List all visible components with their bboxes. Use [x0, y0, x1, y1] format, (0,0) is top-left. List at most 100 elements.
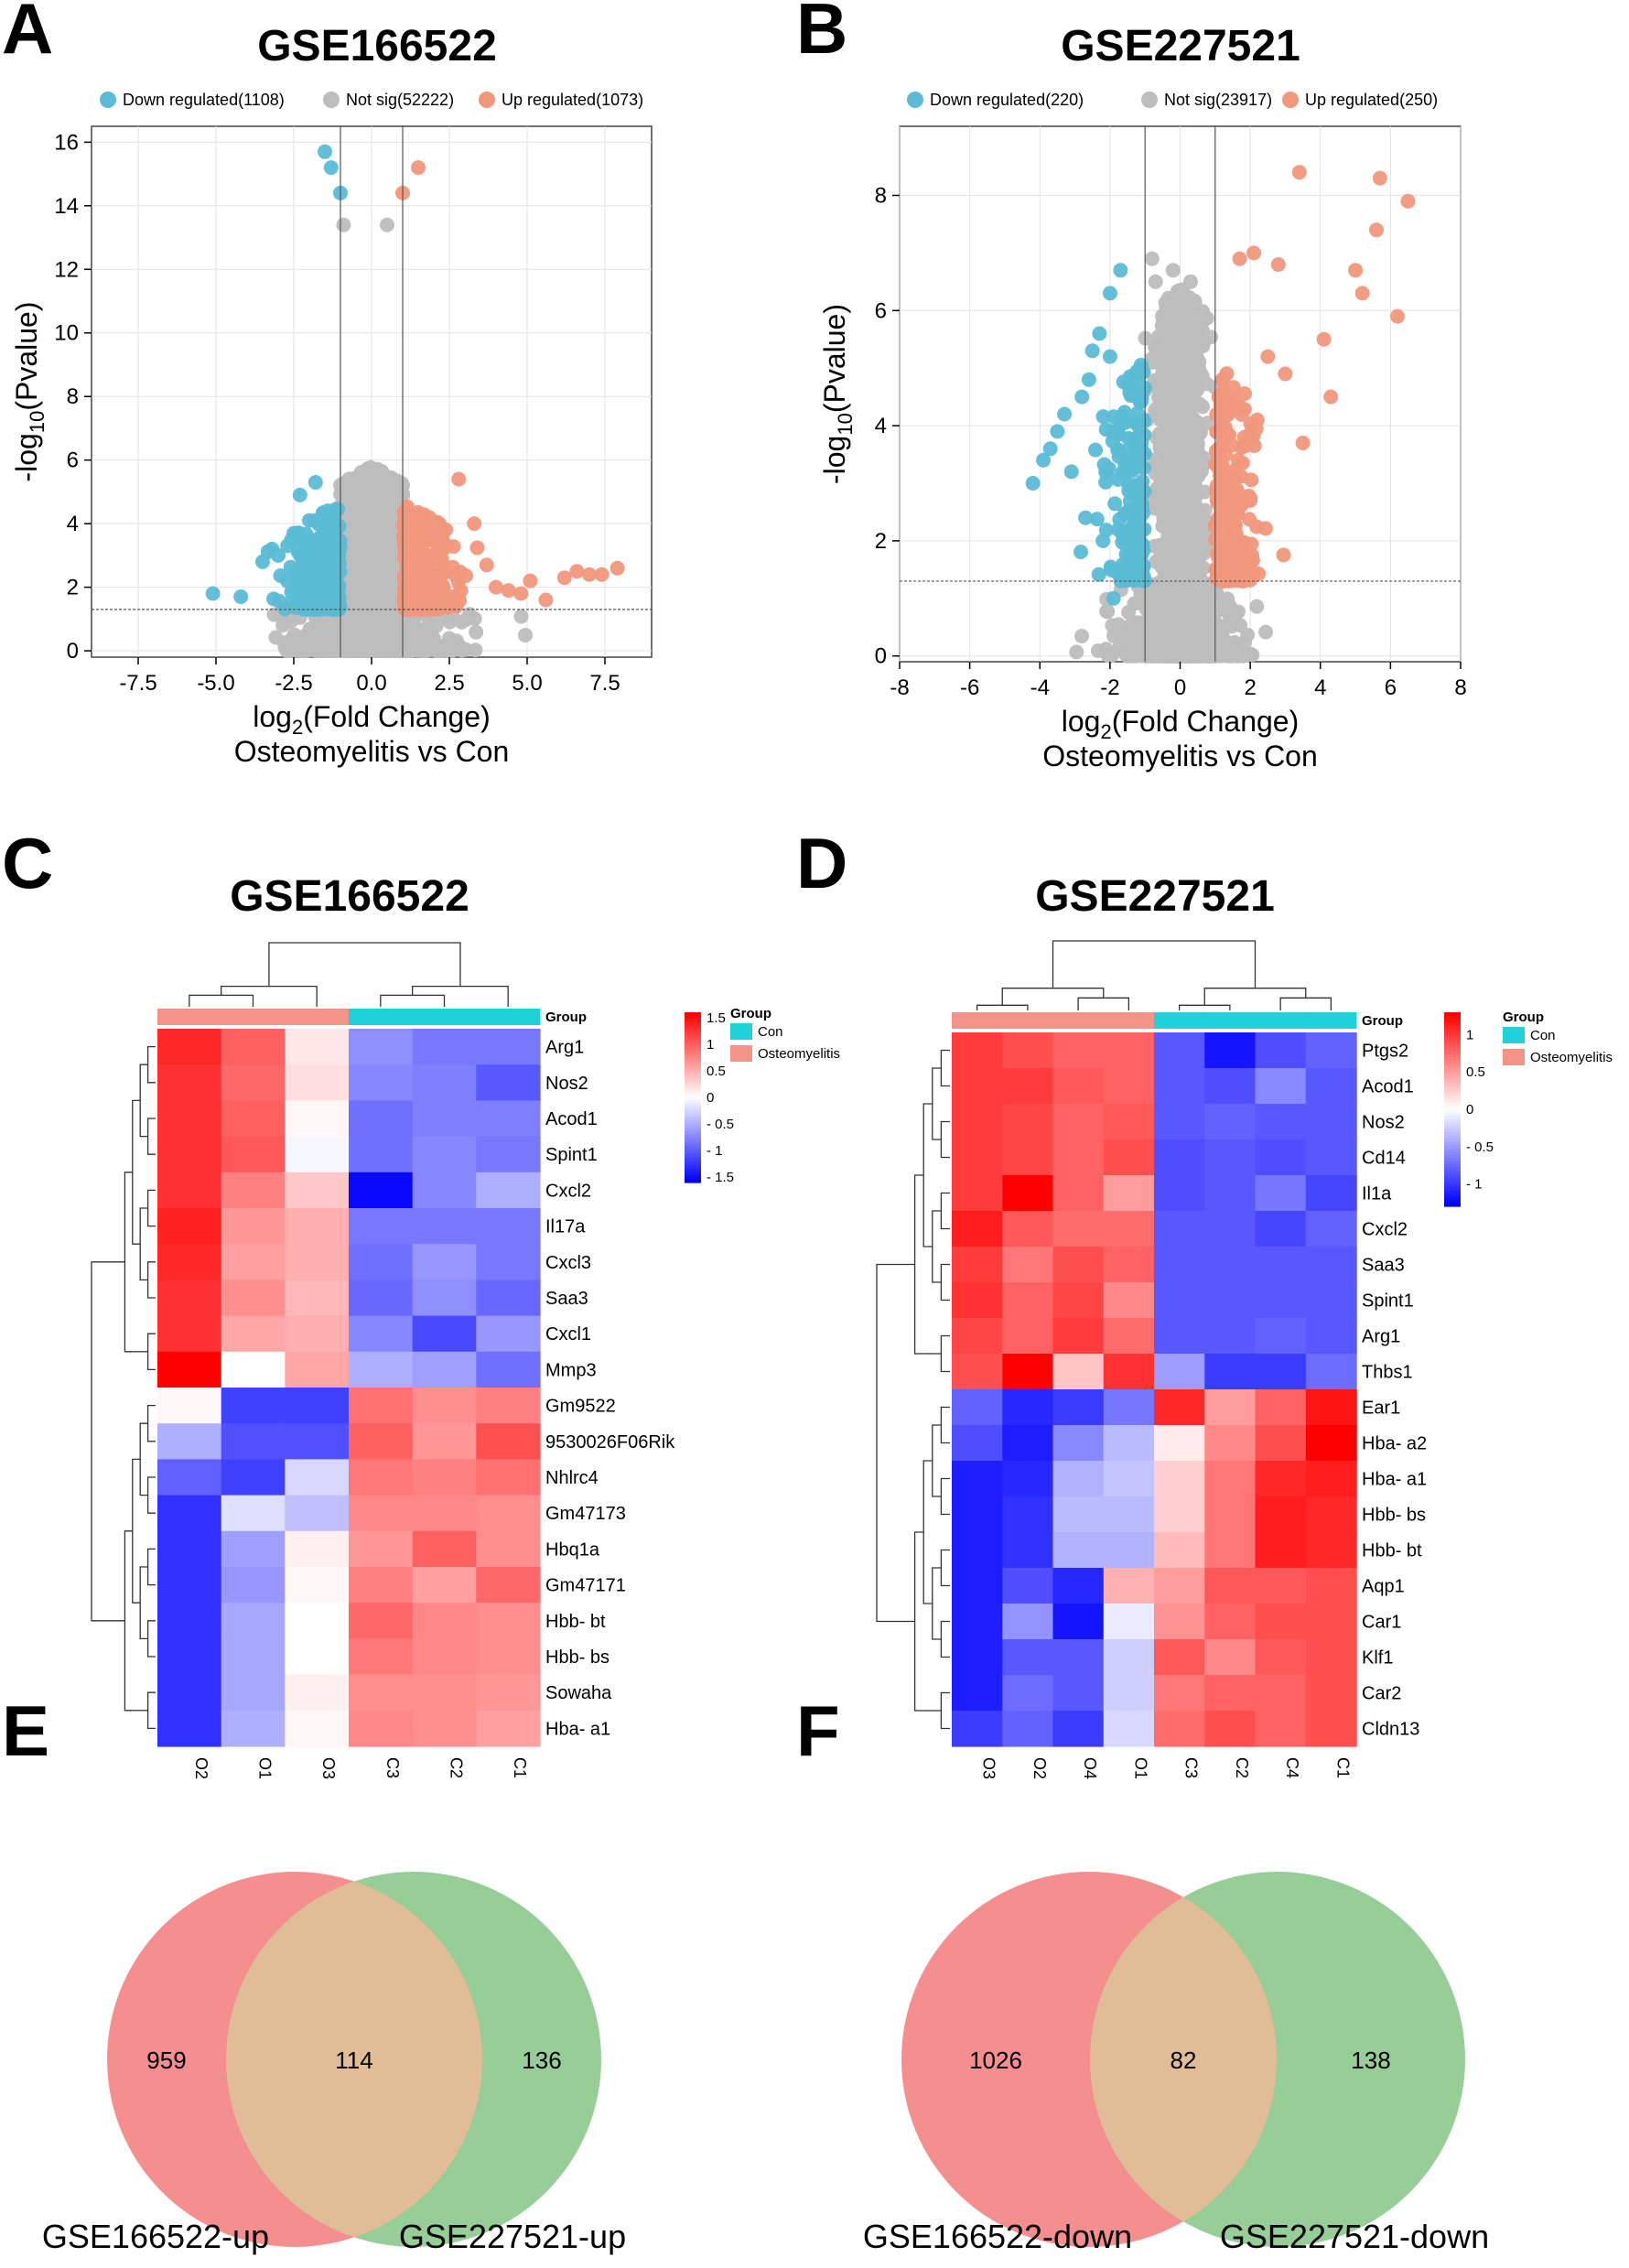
point-not-sig [279, 643, 295, 659]
point-not-sig [513, 609, 529, 624]
point-not-sig [1182, 541, 1198, 556]
x-tick-label: -5.0 [197, 671, 234, 696]
point-not-sig [518, 628, 533, 643]
point-not-sig [336, 217, 351, 232]
point-up [610, 560, 625, 576]
point-not-sig [350, 623, 365, 639]
point-not-sig [1214, 623, 1230, 639]
point-not-sig [398, 641, 414, 656]
point-up [453, 583, 469, 599]
point-not-sig [1237, 634, 1253, 650]
x-tick-label: -7.5 [119, 671, 156, 696]
panel-title: GSE227521 [1061, 22, 1300, 70]
point-down [255, 554, 270, 569]
point-not-sig [1106, 628, 1121, 643]
point-up [411, 160, 426, 176]
data-points [205, 144, 625, 659]
point-down [1088, 442, 1103, 458]
legend-entry: Not sig(23917) [1164, 91, 1272, 109]
point-down [284, 584, 299, 599]
point-not-sig [1160, 436, 1176, 451]
point-down [321, 509, 337, 524]
point-not-sig [353, 481, 368, 497]
point-not-sig [1074, 629, 1089, 643]
point-not-sig [1173, 402, 1189, 417]
point-up [397, 542, 413, 556]
point-not-sig [380, 578, 395, 594]
point-not-sig [412, 636, 427, 652]
legend-marker [479, 92, 495, 108]
x-tick-label: -2.5 [275, 671, 312, 696]
point-not-sig [357, 576, 372, 591]
point-down [308, 561, 324, 577]
point-not-sig [1174, 351, 1190, 367]
point-not-sig [1171, 316, 1186, 331]
point-not-sig [1181, 576, 1197, 590]
y-tick-label: 2 [67, 576, 79, 600]
point-not-sig [1174, 465, 1190, 481]
point-not-sig [1128, 628, 1144, 643]
point-down [205, 586, 221, 601]
point-not-sig [1191, 315, 1206, 330]
point-down [283, 559, 298, 575]
point-not-sig [1100, 604, 1116, 620]
point-up [467, 516, 482, 532]
point-up [538, 592, 554, 608]
x-tick-label: 2.5 [434, 671, 464, 696]
point-not-sig [469, 624, 484, 640]
x-tick-label: 5.0 [512, 671, 542, 696]
y-tick-label: 12 [54, 257, 79, 282]
point-not-sig [1221, 604, 1236, 620]
point-down [302, 513, 317, 528]
point-not-sig [1159, 481, 1174, 497]
point-up [556, 570, 572, 586]
point-not-sig [450, 641, 466, 655]
legend-marker [1141, 92, 1158, 108]
point-not-sig [275, 618, 291, 633]
point-down [323, 160, 339, 176]
y-tick-label: 8 [67, 384, 79, 409]
point-down [331, 547, 347, 563]
point-not-sig [1165, 381, 1181, 396]
point-not-sig [1150, 631, 1166, 645]
point-not-sig [354, 535, 370, 551]
point-down [272, 593, 287, 609]
point-up [469, 540, 485, 556]
point-up [594, 567, 610, 582]
volcano-plot-b: GSE227521 Down regulated(220) Not sig(2391… [818, 22, 1467, 772]
point-not-sig [1258, 624, 1274, 640]
legend-entry: Down regulated(220) [930, 91, 1084, 109]
legend-marker [323, 92, 340, 108]
x-tick-label: 7.5 [589, 671, 620, 696]
point-not-sig [468, 643, 483, 658]
y-tick-label: 6 [67, 448, 79, 473]
point-down [1107, 496, 1123, 512]
point-not-sig [1119, 648, 1135, 664]
point-down [307, 475, 323, 490]
panel-label-d: D [796, 823, 847, 903]
point-not-sig [370, 525, 385, 541]
point-down [1111, 427, 1127, 442]
point-not-sig [383, 491, 399, 506]
point-up [414, 546, 429, 561]
point-not-sig [1180, 481, 1195, 496]
point-down [286, 525, 301, 541]
legend-marker [100, 92, 116, 108]
legend-entry: Up regulated(250) [1305, 91, 1438, 109]
panel-label-e: E [2, 1690, 49, 1771]
point-up [426, 595, 441, 610]
panel-label-a: A [2, 0, 53, 69]
point-not-sig [1162, 414, 1178, 429]
point-not-sig [357, 636, 372, 652]
point-not-sig [355, 589, 371, 604]
point-not-sig [1220, 591, 1235, 607]
point-not-sig [1167, 496, 1182, 512]
point-up [434, 529, 449, 545]
y-axis-label: -log10(Pvalue) [10, 302, 49, 482]
point-down [271, 547, 286, 563]
x-tick-label: 0.0 [356, 671, 386, 696]
point-up [501, 583, 516, 599]
point-down [1110, 566, 1126, 581]
point-not-sig [1249, 599, 1265, 614]
point-up [489, 579, 503, 595]
